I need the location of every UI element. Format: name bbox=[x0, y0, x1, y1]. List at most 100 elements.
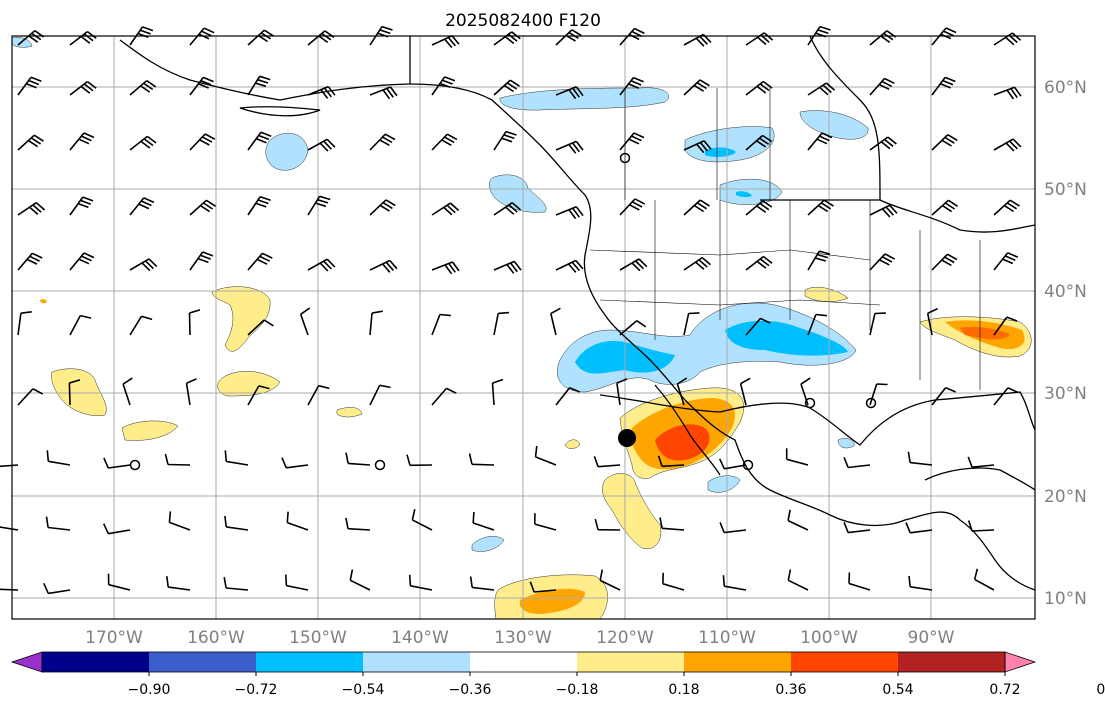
wind-barb bbox=[599, 569, 621, 591]
wind-barb bbox=[555, 386, 581, 406]
wind-barb bbox=[593, 456, 621, 468]
wind-barb bbox=[168, 511, 191, 531]
wind-barb bbox=[493, 260, 522, 274]
pos-max-baja bbox=[655, 424, 710, 461]
wind-barb bbox=[683, 199, 710, 216]
wind-barb bbox=[493, 31, 521, 46]
wind-barb bbox=[493, 202, 522, 216]
wind-barb bbox=[931, 386, 957, 406]
wind-barb bbox=[164, 453, 191, 466]
wind-barb bbox=[529, 581, 557, 593]
alaska-peninsula bbox=[239, 106, 321, 117]
colorbar-label: 0.18 bbox=[668, 682, 699, 698]
wind-barb bbox=[431, 35, 460, 49]
graticule bbox=[12, 36, 1035, 619]
baja-peninsula bbox=[654, 384, 721, 476]
wind-barb bbox=[745, 317, 771, 336]
wind-barb bbox=[993, 252, 1019, 271]
alaska-coast bbox=[119, 39, 411, 101]
colorbar-segment bbox=[791, 652, 899, 672]
wind-barb bbox=[472, 511, 495, 531]
wind-barb bbox=[223, 577, 249, 591]
pacific-coast bbox=[409, 83, 1036, 591]
wind-barb bbox=[307, 30, 335, 46]
wind-barb bbox=[286, 511, 309, 531]
colorbar-segment bbox=[149, 652, 257, 672]
wind-barb bbox=[931, 253, 958, 271]
wind-barb bbox=[307, 258, 336, 272]
lon-label: 130°W bbox=[494, 628, 552, 648]
wind-barb bbox=[493, 79, 520, 96]
wind-barb bbox=[129, 315, 153, 336]
wind-barb bbox=[349, 569, 371, 591]
wind-barb bbox=[493, 311, 510, 336]
anomaly-fills bbox=[11, 37, 1032, 620]
pos-core-tropics-south bbox=[519, 588, 585, 614]
wind-barb bbox=[869, 77, 895, 96]
colorbar-segment bbox=[577, 652, 685, 672]
wind-barb bbox=[683, 312, 700, 336]
wind-barb bbox=[307, 195, 331, 216]
wind-barb bbox=[0, 588, 19, 591]
wind-barb bbox=[185, 378, 197, 406]
wind-barb bbox=[247, 195, 271, 216]
wind-barb bbox=[17, 311, 32, 336]
wind-barbs bbox=[0, 25, 1022, 595]
wind-barb bbox=[69, 80, 97, 96]
hudson-bay-west bbox=[809, 35, 881, 201]
wind-barb bbox=[807, 313, 827, 336]
wind-barb bbox=[189, 76, 214, 96]
wind-barb bbox=[345, 517, 371, 531]
wind-barb bbox=[247, 29, 274, 46]
wind-barb bbox=[431, 76, 456, 96]
wind-barb bbox=[683, 140, 712, 154]
lat-label: 20°N bbox=[1044, 487, 1087, 507]
wind-barb bbox=[166, 576, 191, 591]
wind-barb bbox=[719, 522, 747, 534]
wind-barb bbox=[129, 258, 158, 272]
wind-barb bbox=[0, 526, 19, 531]
wind-barb bbox=[718, 458, 747, 470]
wind-barb bbox=[69, 30, 97, 46]
wind-barb bbox=[369, 310, 383, 336]
pos-max-southeast bbox=[960, 326, 1010, 340]
cuba bbox=[924, 467, 1036, 491]
lon-label: 120°W bbox=[596, 628, 654, 648]
wind-barb bbox=[745, 134, 773, 151]
wind-barb bbox=[993, 199, 1020, 216]
neg-core-canada-mid bbox=[705, 147, 736, 157]
wind-barb bbox=[369, 133, 396, 151]
wind-barb bbox=[908, 575, 933, 591]
wind-barb bbox=[676, 377, 688, 406]
lat-label: 40°N bbox=[1044, 282, 1087, 302]
wind-barb bbox=[493, 130, 517, 151]
wind-barb bbox=[555, 259, 584, 273]
wind-barb bbox=[17, 202, 46, 216]
neg-core-rockies bbox=[725, 320, 848, 356]
neg-area-tropical-pacific bbox=[471, 536, 505, 552]
wind-barb bbox=[369, 199, 396, 216]
wind-barb bbox=[745, 200, 773, 216]
wind-barb bbox=[683, 79, 710, 96]
wind-barb bbox=[534, 445, 557, 466]
wind-barb bbox=[431, 261, 460, 275]
wind-barb bbox=[369, 259, 398, 273]
wind-barb bbox=[993, 32, 1022, 46]
wind-barb bbox=[931, 199, 959, 216]
pos-area-west-pacific bbox=[51, 368, 107, 416]
wind-barb bbox=[189, 199, 217, 216]
wind-barb bbox=[657, 455, 685, 468]
wind-barb bbox=[683, 33, 712, 47]
wind-barb bbox=[17, 134, 44, 151]
wind-barb bbox=[369, 384, 391, 406]
pos-area-north-pacific bbox=[211, 286, 271, 352]
neg-area-prairies bbox=[719, 178, 783, 205]
wind-barb bbox=[307, 138, 336, 152]
wind-barb bbox=[659, 517, 685, 531]
wind-barb bbox=[905, 522, 933, 534]
wind-barb bbox=[787, 509, 809, 531]
lon-label: 100°W bbox=[800, 628, 858, 648]
lon-label: 110°W bbox=[698, 628, 756, 648]
wind-barb bbox=[247, 319, 274, 336]
